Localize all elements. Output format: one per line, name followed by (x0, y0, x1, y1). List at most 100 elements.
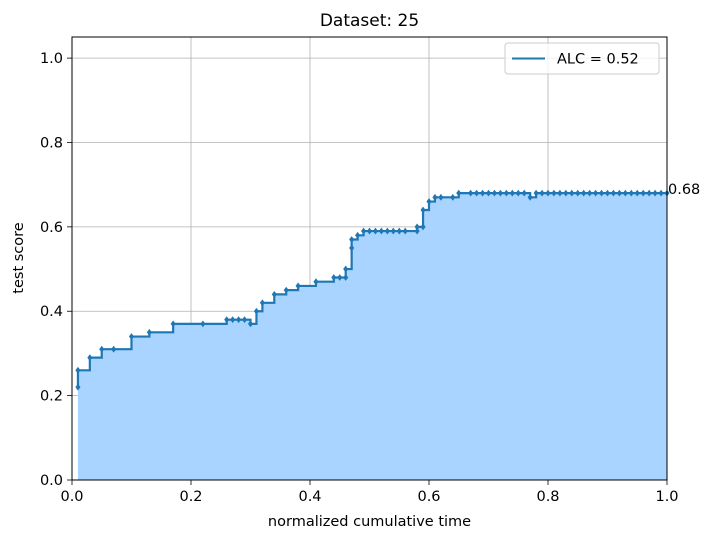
data-point-marker (604, 189, 611, 197)
data-point-marker (587, 189, 593, 197)
data-point-marker (343, 274, 349, 281)
data-point-marker (432, 193, 438, 201)
data-point-marker (170, 320, 176, 328)
data-point-marker (343, 265, 349, 273)
data-point-marker (563, 189, 569, 197)
data-point-marker (414, 227, 420, 235)
data-point-marker (390, 227, 396, 235)
y-tick-label: 1.0 (40, 51, 63, 67)
data-point-marker (652, 189, 658, 197)
data-point-marker (378, 227, 384, 235)
data-point-marker (468, 189, 474, 197)
plot-area: 0.0 0.2 0.4 0.6 0.8 1.0 0.0 0.2 0.4 0.6 0.8 1.0 (40, 36, 679, 505)
legend-label: ALC = 0.52 (557, 52, 639, 68)
x-tick-label: 1.0 (655, 489, 678, 505)
data-point-marker (355, 231, 361, 239)
data-point-marker (420, 206, 426, 214)
x-tick-label: 0.0 (60, 489, 83, 505)
area-fill (77, 193, 667, 480)
data-point-marker (361, 227, 367, 235)
data-point-marker (533, 189, 539, 197)
data-point-marker (491, 189, 497, 197)
data-point-marker (485, 189, 492, 197)
data-point-marker (402, 227, 408, 235)
data-point-marker (426, 198, 432, 205)
y-tick-label: 0.4 (40, 304, 63, 320)
data-point-marker (200, 320, 206, 328)
data-point-marker (372, 227, 378, 235)
data-point-marker (646, 189, 652, 197)
data-point-marker (224, 316, 230, 324)
data-point-marker (575, 189, 581, 197)
data-point-marker (599, 189, 605, 197)
data-point-marker (480, 189, 486, 197)
x-tick-label: 0.4 (298, 489, 321, 505)
x-tick-label: 0.6 (417, 489, 440, 505)
y-tick-label: 0.0 (40, 473, 63, 489)
step-line (76, 192, 667, 388)
data-point-marker (349, 244, 355, 252)
data-point-marker (593, 189, 599, 197)
x-axis-label: normalized cumulative time (268, 514, 471, 530)
data-point-marker (628, 189, 634, 197)
data-point-marker (515, 189, 521, 197)
data-point-marker (551, 189, 557, 197)
data-point-marker (420, 223, 426, 231)
data-point-marker (610, 189, 616, 197)
data-point-marker (622, 189, 628, 197)
y-axis-label: test score (11, 222, 27, 293)
data-point-marker (545, 189, 551, 197)
data-point-marker (640, 189, 646, 197)
data-point-marker (581, 189, 587, 197)
x-tick-label: 0.8 (536, 489, 559, 505)
data-point-marker (349, 236, 355, 243)
y-tick-label: 0.6 (40, 220, 63, 236)
data-point-marker (236, 316, 242, 324)
y-tick-label: 0.2 (40, 389, 63, 405)
data-point-marker (331, 274, 337, 281)
data-point-marker (557, 189, 563, 197)
data-point-marker (128, 333, 135, 340)
data-point-marker (396, 227, 402, 235)
data-point-marker (503, 189, 509, 197)
data-point-marker (283, 286, 289, 294)
data-point-marker (658, 189, 664, 197)
data-point-marker (75, 383, 81, 391)
legend: ALC = 0.52 (504, 42, 660, 75)
data-point-marker (384, 227, 390, 235)
y-tick-label: 0.8 (40, 135, 63, 151)
data-point-marker (271, 290, 277, 298)
data-point-marker (539, 189, 545, 197)
x-tick-label: 0.2 (179, 489, 202, 505)
data-point-marker (337, 274, 343, 281)
data-point-marker (616, 189, 622, 197)
data-point-marker (569, 189, 575, 197)
data-point-marker (634, 189, 640, 197)
data-point-marker (111, 345, 117, 353)
data-point-marker (146, 328, 152, 336)
data-point-marker (450, 193, 456, 201)
data-point-marker (242, 316, 248, 324)
plot-frame (71, 36, 668, 481)
data-point-marker (247, 320, 254, 328)
chart-title: Dataset: 25 (320, 11, 419, 31)
data-point-marker (75, 366, 81, 374)
data-point-marker (253, 307, 259, 315)
data-point-marker (230, 316, 236, 324)
data-point-marker (509, 189, 515, 197)
data-point-marker (87, 354, 93, 362)
data-point-marker (295, 282, 301, 290)
markers (75, 189, 670, 391)
data-point-marker (474, 189, 480, 197)
data-point-marker (259, 299, 265, 307)
data-point-marker (456, 189, 462, 197)
data-point-marker (414, 223, 420, 231)
ticks: 0.0 0.2 0.4 0.6 0.8 1.0 0.0 0.2 0.4 0.6 0.8 1.0 (40, 51, 679, 505)
data-point-marker (366, 227, 373, 235)
data-point-marker (99, 345, 105, 353)
data-point-marker (527, 193, 533, 201)
data-point-marker (497, 189, 503, 197)
data-point-marker (438, 193, 444, 201)
final-value-annotation: 0.68 (668, 182, 700, 198)
